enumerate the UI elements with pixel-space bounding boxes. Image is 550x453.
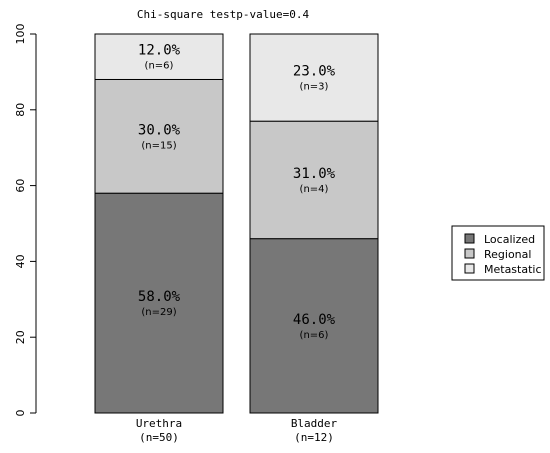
y-tick-label: 80 <box>14 103 27 117</box>
bar-segment-metastatic <box>94 33 224 80</box>
y-tick-label: 40 <box>14 254 27 268</box>
bar-percent-label: 46.0% <box>293 312 336 328</box>
bar-segment-localized <box>249 238 379 414</box>
bar-count-label: (n=6) <box>300 330 329 341</box>
bar-percent-label: 31.0% <box>293 166 336 182</box>
bar-percent-label: 30.0% <box>138 122 181 138</box>
bar-segment-localized <box>94 192 224 414</box>
legend-label: Localized <box>484 233 535 246</box>
x-category-count: (n=50) <box>139 431 179 444</box>
bar-count-label: (n=6) <box>145 61 174 72</box>
legend-swatch <box>464 233 475 244</box>
bar-segment-regional <box>94 78 224 194</box>
bar-segment-regional <box>249 120 379 240</box>
x-axis-labels: Urethra(n=50) Bladder(n=12) <box>136 417 338 444</box>
bars: 58.0% (n=29) 30.0% (n=15) 12.0% (n=6) 46.0% (n=… <box>94 33 379 414</box>
bar-percent-label: 23.0% <box>293 64 336 80</box>
legend-swatch <box>464 263 475 274</box>
bar-count-label: (n=4) <box>300 184 329 195</box>
x-category-label: Bladder <box>291 417 338 430</box>
legend-swatch <box>464 248 475 259</box>
bar-count-label: (n=3) <box>300 82 329 93</box>
bar-count-label: (n=15) <box>141 140 176 151</box>
legend-label: Regional <box>484 248 531 261</box>
y-tick-label: 60 <box>14 179 27 193</box>
chart-title: Chi-square testp-value=0.4 <box>137 8 310 21</box>
bar-percent-label: 12.0% <box>138 43 181 59</box>
y-tick-label: 20 <box>14 330 27 344</box>
y-tick-label: 0 <box>14 410 27 417</box>
legend-label: Metastatic <box>484 263 542 276</box>
bar-percent-label: 58.0% <box>138 289 181 305</box>
bar-segment-metastatic <box>249 33 379 122</box>
y-tick-label: 100 <box>14 24 27 45</box>
bar-count-label: (n=29) <box>141 307 176 318</box>
legend: Localized Regional Metastatic <box>451 225 545 281</box>
x-category-label: Urethra <box>136 417 182 430</box>
y-axis: 0 20 40 60 80 100 <box>14 24 37 417</box>
x-category-count: (n=12) <box>294 431 334 444</box>
